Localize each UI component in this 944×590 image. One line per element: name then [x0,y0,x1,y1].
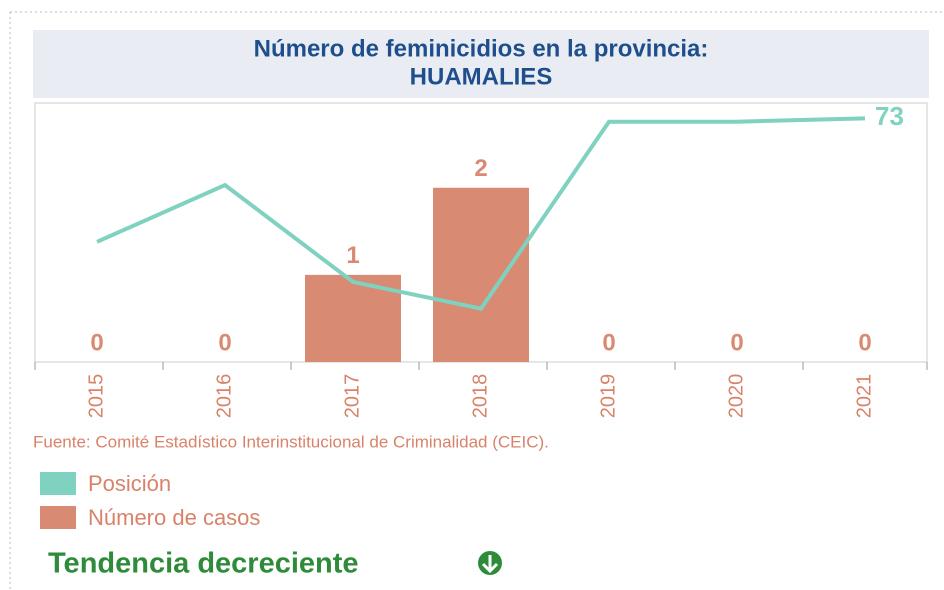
chart-title: Número de feminicidios en la provincia: [254,35,709,62]
x-tick-label: 2015 [85,374,107,419]
chart-title: HUAMALIES [410,63,553,90]
bar [433,187,529,362]
line-label: 73 [875,101,904,131]
trend-icon-arrow [481,555,499,574]
x-tick-label: 2016 [213,374,235,419]
bar-label: 0 [730,329,743,356]
legend-swatch [40,472,76,495]
bar-label: 2 [474,155,487,182]
x-tick-label: 2021 [853,374,875,419]
legend-label: Posición [88,471,171,496]
title-box [33,30,929,98]
legend-swatch [40,506,76,529]
trend: Tendencia decreciente [48,548,359,580]
source: Fuente: Comité Estadístico Interinstituc… [33,432,549,451]
x-tick-label: 2018 [469,374,491,419]
bar-label: 0 [858,329,871,356]
line [96,116,866,311]
bar-label: 0 [218,329,231,356]
x-tick-label: 2017 [341,374,363,419]
x-tick-label: 2020 [725,374,747,419]
legend-label: Número de casos [88,505,260,530]
bar-label: 1 [346,242,359,269]
bar-label: 0 [90,329,103,356]
bar-label: 0 [602,329,615,356]
x-tick-label: 2019 [597,374,619,419]
